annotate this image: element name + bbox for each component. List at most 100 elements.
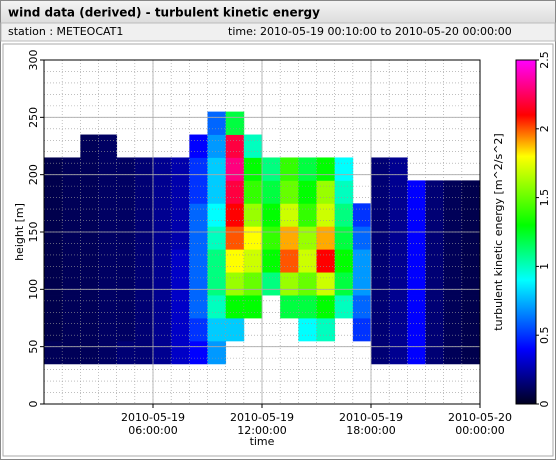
heatmap-cell bbox=[189, 272, 208, 296]
heatmap-cell bbox=[298, 157, 317, 181]
heatmap-cell bbox=[334, 157, 354, 181]
heatmap-cell bbox=[153, 203, 172, 227]
heatmap-cell bbox=[80, 272, 99, 296]
heatmap-cell bbox=[443, 226, 463, 250]
heatmap-cell bbox=[171, 180, 190, 204]
heatmap-cell bbox=[461, 272, 481, 296]
heatmap-cell bbox=[334, 249, 354, 273]
heatmap-cell bbox=[225, 180, 245, 204]
colorbar-tick-label: 2 bbox=[538, 125, 551, 132]
heatmap-cell bbox=[316, 226, 336, 250]
heatmap-cell bbox=[171, 318, 190, 342]
heatmap-cell bbox=[371, 249, 390, 273]
heatmap-cell bbox=[461, 340, 481, 365]
heatmap-cell bbox=[44, 249, 63, 273]
heatmap-cell bbox=[389, 157, 408, 181]
heatmap-cell bbox=[116, 295, 136, 319]
heatmap-cell bbox=[371, 157, 390, 181]
heatmap-cell bbox=[443, 318, 463, 342]
heatmap-cell bbox=[371, 203, 390, 227]
x-tick-label-line: 2010-05-20 bbox=[448, 411, 512, 424]
heatmap-cell bbox=[407, 180, 426, 204]
heatmap-cell bbox=[352, 226, 372, 250]
x-tick-label: 2010-05-20 00:00:00 bbox=[448, 411, 512, 437]
heatmap-cell bbox=[262, 203, 281, 227]
heatmap-cell bbox=[225, 203, 245, 227]
heatmap-cell bbox=[389, 318, 408, 342]
heatmap-cell bbox=[334, 203, 354, 227]
heatmap-cell bbox=[153, 272, 172, 296]
heatmap-cell bbox=[207, 249, 227, 273]
heatmap-cell bbox=[352, 318, 372, 342]
heatmap-cell bbox=[389, 249, 408, 273]
heatmap-cell bbox=[389, 272, 408, 296]
heatmap-cell bbox=[443, 249, 463, 273]
plot-frame bbox=[2, 43, 554, 457]
heatmap-cell bbox=[316, 318, 336, 342]
heatmap-cell bbox=[443, 340, 463, 365]
heatmap-cell bbox=[352, 249, 372, 273]
heatmap-cell bbox=[153, 157, 172, 181]
heatmap-cell bbox=[44, 318, 63, 342]
heatmap-cell bbox=[225, 111, 245, 135]
heatmap-cell bbox=[98, 157, 118, 181]
heatmap-cell bbox=[334, 295, 354, 319]
heatmap-cell bbox=[134, 203, 154, 227]
heatmap-cell bbox=[334, 180, 354, 204]
heatmap-cell bbox=[171, 203, 190, 227]
x-tick-label: 2010-05-19 06:00:00 bbox=[121, 411, 185, 437]
heatmap-cell bbox=[461, 249, 481, 273]
heatmap-cell bbox=[207, 180, 227, 204]
heatmap-cell bbox=[80, 226, 99, 250]
heatmap-cell bbox=[44, 340, 63, 365]
y-tick-label: 250 bbox=[27, 107, 40, 128]
heatmap-cell bbox=[316, 157, 336, 181]
heatmap-cell bbox=[425, 203, 445, 227]
heatmap-cell bbox=[153, 249, 172, 273]
heatmap-cell bbox=[207, 134, 227, 158]
heatmap-cell bbox=[153, 180, 172, 204]
heatmap-cell bbox=[316, 203, 336, 227]
heatmap-cell bbox=[134, 318, 154, 342]
heatmap-cell bbox=[352, 295, 372, 319]
heatmap-cell bbox=[371, 340, 390, 365]
heatmap-cell bbox=[116, 249, 136, 273]
heatmap-cell bbox=[298, 295, 317, 319]
heatmap-cell bbox=[262, 226, 281, 250]
x-tick-label-line: 2010-05-19 bbox=[339, 411, 403, 424]
heatmap-cell bbox=[207, 272, 227, 296]
heatmap-cell bbox=[171, 272, 190, 296]
heatmap-cell bbox=[461, 226, 481, 250]
chart-title: wind data (derived) - turbulent kinetic … bbox=[8, 6, 320, 20]
heatmap-cell bbox=[298, 226, 317, 250]
time-range: time: 2010-05-19 00:10:00 to 2010-05-20 … bbox=[228, 25, 512, 38]
heatmap-cell bbox=[134, 272, 154, 296]
heatmap-cell bbox=[116, 272, 136, 296]
heatmap-cell bbox=[243, 249, 263, 273]
title-bar bbox=[1, 1, 555, 23]
heatmap-cell bbox=[316, 180, 336, 204]
heatmap-cell bbox=[316, 272, 336, 296]
y-tick-label: 200 bbox=[27, 164, 40, 185]
heatmap-cell bbox=[225, 157, 245, 181]
heatmap-cell bbox=[461, 318, 481, 342]
heatmap-cell bbox=[62, 157, 81, 181]
heatmap-cell bbox=[298, 249, 317, 273]
heatmap-cell bbox=[352, 272, 372, 296]
heatmap-cell bbox=[134, 295, 154, 319]
heatmap-cell bbox=[389, 295, 408, 319]
heatmap-cell bbox=[407, 318, 426, 342]
heatmap-cell bbox=[425, 295, 445, 319]
heatmap-cell bbox=[189, 134, 208, 158]
y-tick-label: 150 bbox=[27, 222, 40, 243]
heatmap-cell bbox=[225, 249, 245, 273]
heatmap-cell bbox=[98, 134, 118, 158]
heatmap-cell bbox=[116, 203, 136, 227]
heatmap-cell bbox=[425, 340, 445, 365]
heatmap-cell bbox=[225, 134, 245, 158]
heatmap-cell bbox=[461, 180, 481, 204]
heatmap-cell bbox=[80, 295, 99, 319]
heatmap-cell bbox=[98, 180, 118, 204]
heatmap-cell bbox=[425, 226, 445, 250]
